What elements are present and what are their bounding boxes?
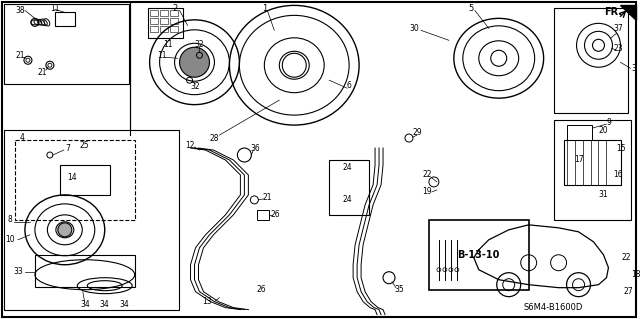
Text: 11: 11 [50, 4, 60, 13]
Text: 21: 21 [37, 68, 47, 77]
Text: 29: 29 [412, 128, 422, 137]
Bar [554, 8, 628, 113]
Bar [60, 165, 109, 195]
Text: 21: 21 [15, 51, 25, 60]
Text: S6M4-B1600D: S6M4-B1600D [524, 303, 583, 312]
Text: 17: 17 [573, 155, 583, 165]
Text: 26: 26 [271, 210, 280, 219]
Text: B-13-10: B-13-10 [458, 250, 500, 260]
Text: 3: 3 [631, 64, 636, 73]
Text: 24: 24 [342, 196, 352, 204]
Bar [170, 11, 177, 16]
Text: 23: 23 [614, 44, 623, 53]
Bar [257, 210, 269, 220]
Bar [148, 8, 182, 38]
Text: 38: 38 [15, 6, 25, 15]
Circle shape [180, 47, 209, 77]
Text: 13: 13 [203, 297, 212, 306]
Text: 1: 1 [262, 4, 267, 13]
Text: 28: 28 [210, 134, 220, 143]
Text: 25: 25 [80, 141, 90, 150]
Circle shape [58, 223, 72, 237]
Bar [150, 11, 157, 16]
Bar [159, 26, 168, 32]
Bar [159, 11, 168, 16]
Bar [170, 19, 177, 24]
Bar [4, 130, 179, 310]
Text: 37: 37 [614, 24, 623, 33]
Text: 33: 33 [13, 267, 23, 276]
Text: 22: 22 [621, 253, 631, 262]
Text: FR.: FR. [604, 7, 623, 17]
Text: 6: 6 [347, 81, 351, 90]
Bar [15, 140, 134, 220]
Bar [170, 26, 177, 32]
Text: 22: 22 [422, 170, 431, 180]
Text: 31: 31 [598, 190, 608, 199]
Bar [150, 19, 157, 24]
Text: 10: 10 [5, 235, 15, 244]
Text: 34: 34 [120, 300, 129, 309]
Text: 8: 8 [8, 215, 12, 224]
Text: 30: 30 [409, 24, 419, 33]
Bar [429, 220, 529, 290]
Text: 14: 14 [67, 174, 77, 182]
Text: 32: 32 [195, 40, 204, 49]
Text: 21: 21 [262, 193, 272, 202]
Bar [55, 12, 75, 26]
Text: 26: 26 [257, 285, 266, 294]
Bar [159, 19, 168, 24]
Text: 9: 9 [606, 118, 611, 127]
Bar [4, 4, 129, 84]
Text: 7: 7 [65, 144, 70, 152]
Text: 18: 18 [632, 270, 640, 279]
Text: 24: 24 [342, 163, 352, 173]
Text: 32: 32 [191, 82, 200, 91]
Text: 27: 27 [623, 287, 633, 296]
Bar [554, 120, 632, 220]
Text: 16: 16 [614, 170, 623, 180]
Text: 15: 15 [616, 144, 627, 152]
Text: 34: 34 [100, 300, 109, 309]
Text: 35: 35 [394, 285, 404, 294]
Bar [329, 160, 369, 215]
Text: 2: 2 [172, 4, 177, 13]
Text: 19: 19 [422, 188, 432, 197]
Text: 4: 4 [19, 133, 24, 142]
Text: 20: 20 [598, 126, 608, 135]
Text: 34: 34 [80, 300, 90, 309]
Text: 12: 12 [185, 141, 195, 150]
Bar [35, 255, 134, 287]
Bar [150, 26, 157, 32]
Bar [566, 125, 591, 140]
Text: 36: 36 [250, 144, 260, 152]
Text: 11: 11 [163, 40, 172, 49]
Polygon shape [620, 5, 636, 20]
Bar [564, 140, 621, 185]
Text: 5: 5 [468, 4, 474, 13]
Text: 11: 11 [157, 51, 166, 60]
